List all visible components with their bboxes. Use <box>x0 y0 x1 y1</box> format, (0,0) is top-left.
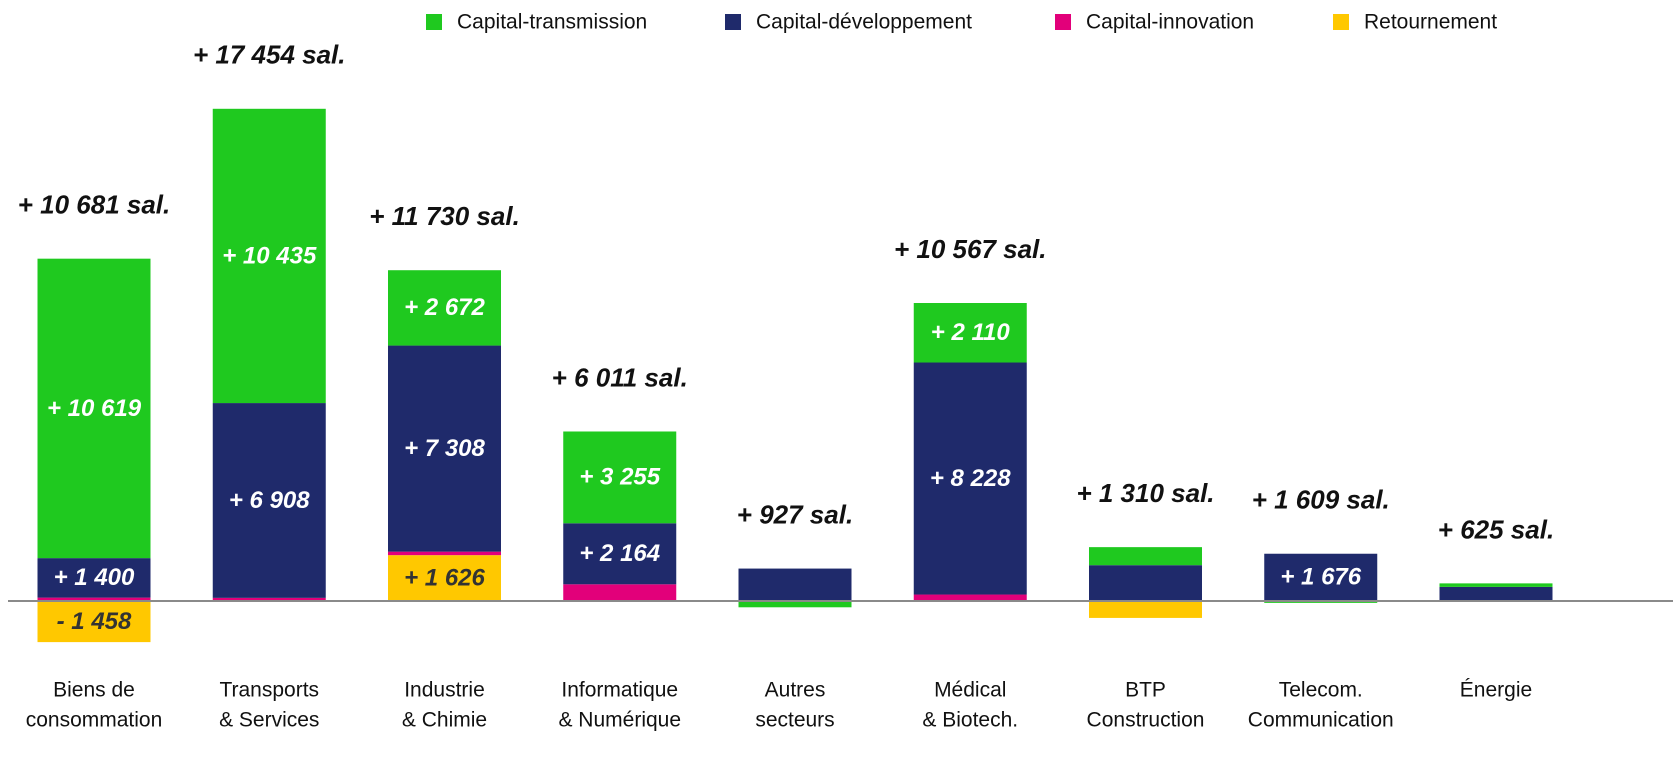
bar-segment <box>1439 583 1553 587</box>
segment-label: + 8 228 <box>930 465 1011 492</box>
total-label: + 6 011 sal. <box>552 362 688 392</box>
total-label: + 1 609 sal. <box>1252 485 1390 515</box>
bar-segment <box>1089 601 1202 618</box>
segment-label: + 10 619 <box>47 395 142 422</box>
category-label: Industrie <box>404 679 485 702</box>
segment-label: + 7 308 <box>404 435 485 462</box>
bar-segment <box>913 594 1027 601</box>
total-label: + 625 sal. <box>1438 514 1554 544</box>
category-label: consommation <box>26 709 163 732</box>
category-label: Médical <box>934 679 1006 702</box>
category-label: secteurs <box>755 709 834 732</box>
bar-segment <box>1439 586 1553 601</box>
segment-label: - 1 458 <box>57 608 132 635</box>
category-label: Communication <box>1248 709 1394 732</box>
bar-segment <box>212 403 326 598</box>
category-label: & Services <box>219 709 319 732</box>
segment-label: + 1 676 <box>1280 564 1361 591</box>
category-label: & Chimie <box>402 709 487 732</box>
category-label: Transports <box>219 679 319 702</box>
bar-segment <box>37 258 151 559</box>
total-label: + 10 567 sal. <box>894 234 1047 264</box>
bar-segment <box>37 601 151 643</box>
segment-label: + 2 164 <box>579 540 660 567</box>
bar-segment <box>37 558 151 598</box>
segment-label: + 10 435 <box>222 242 317 269</box>
segment-label: + 1 400 <box>54 564 135 591</box>
bar-segment <box>738 568 852 601</box>
bar-segment <box>563 584 677 601</box>
category-label: Autres <box>765 679 826 702</box>
category-label: BTP <box>1125 679 1166 702</box>
bar-segment <box>563 523 677 585</box>
bar-segment <box>1089 565 1202 601</box>
bar-segment <box>37 597 151 601</box>
legend-label: Capital-développement <box>756 11 972 34</box>
legend-label: Capital-innovation <box>1086 11 1254 34</box>
total-label: + 17 454 sal. <box>193 40 346 70</box>
category-label: & Biotech. <box>922 709 1018 732</box>
bar-segment <box>212 108 326 404</box>
category-label: Énergie <box>1460 679 1532 702</box>
category-label: & Numérique <box>558 709 681 732</box>
category-label: Construction <box>1087 709 1205 732</box>
bar-segment <box>563 431 677 524</box>
total-label: + 1 310 sal. <box>1076 478 1214 508</box>
legend-swatch <box>1333 14 1349 30</box>
legend-label: Capital-transmission <box>457 11 647 34</box>
bar-segment <box>388 345 501 552</box>
bar-segment <box>388 555 501 601</box>
bar-segment <box>913 303 1027 363</box>
category-label: Telecom. <box>1279 679 1363 702</box>
bar-segment <box>1264 553 1378 601</box>
segment-label: + 3 255 <box>579 464 660 491</box>
bar-segment <box>1089 547 1202 566</box>
total-label: + 11 730 sal. <box>369 201 520 231</box>
bar-segment <box>388 270 501 346</box>
bar-segment <box>913 362 1027 595</box>
segment-label: + 2 672 <box>404 294 485 321</box>
category-label: Informatique <box>561 679 678 702</box>
bar-segment <box>388 551 501 556</box>
legend-label: Retournement <box>1364 11 1497 34</box>
segment-label: + 6 908 <box>229 487 310 514</box>
segment-label: + 1 626 <box>404 564 485 591</box>
legend-swatch <box>1055 14 1071 30</box>
bar-segment <box>212 597 326 601</box>
segment-label: + 2 110 <box>931 319 1011 346</box>
category-label: Biens de <box>53 679 135 702</box>
legend-swatch <box>725 14 741 30</box>
total-label: + 927 sal. <box>737 499 853 529</box>
total-label: + 10 681 sal. <box>18 190 171 220</box>
legend-swatch <box>426 14 442 30</box>
bar-segment <box>738 601 852 608</box>
